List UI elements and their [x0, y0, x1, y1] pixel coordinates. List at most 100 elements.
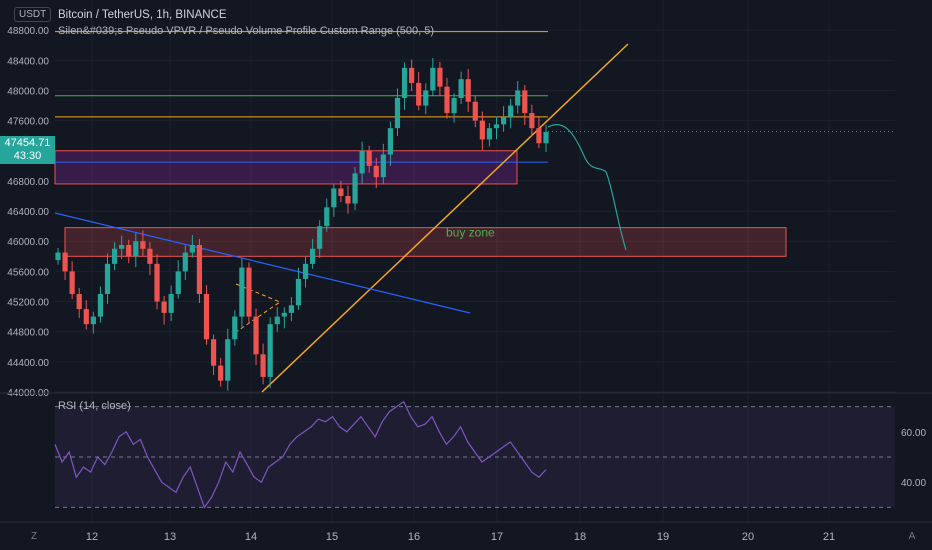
time-tick-label: 13: [164, 531, 176, 543]
candle-body: [140, 241, 146, 249]
horizontal-levels: [55, 31, 895, 163]
candle-body: [458, 79, 464, 98]
resistance-zone: [54, 150, 518, 185]
candle-body: [373, 165, 379, 178]
candle-body: [133, 241, 139, 257]
price-tick-label: 44400.00: [7, 358, 49, 369]
candle-body: [196, 245, 203, 294]
price-tick-label: 47600.00: [7, 117, 49, 128]
time-axis[interactable]: 12 13 14 15 16 17 18 19 20 21: [0, 521, 932, 543]
rsi-tick-label: 60.00: [901, 428, 926, 439]
candle-body: [451, 98, 457, 114]
candle-body: [90, 316, 96, 325]
candle-body: [210, 339, 217, 366]
candle-body: [274, 316, 280, 325]
candle-body: [366, 150, 372, 166]
buy-zone-label: buy zone: [446, 226, 495, 240]
candle-body: [416, 82, 422, 106]
candle-body: [500, 116, 507, 125]
time-tick-label: 19: [657, 531, 669, 543]
candle-body: [394, 98, 401, 129]
candle-body: [444, 86, 450, 114]
candle-body: [182, 252, 188, 272]
candle-body: [175, 271, 181, 294]
time-tick-label: 18: [574, 531, 586, 543]
candle-body: [338, 188, 344, 196]
price-tick-label: 46800.00: [7, 177, 49, 188]
candle-body: [479, 120, 485, 140]
candle-body: [430, 67, 436, 91]
zoom-toggle-button[interactable]: Z: [30, 531, 38, 542]
bar-countdown: 43:30: [13, 150, 42, 162]
candle-body: [359, 150, 365, 174]
candle-body: [302, 263, 309, 279]
candle-body: [423, 90, 429, 106]
candle-body: [493, 124, 500, 129]
forecast-curve: [547, 124, 627, 251]
candle-body: [161, 301, 167, 313]
candle-body: [281, 312, 287, 317]
candle-body: [168, 294, 174, 313]
candle-body: [522, 90, 528, 114]
candle-body: [465, 79, 471, 102]
time-tick-label: 14: [245, 531, 257, 543]
candle-body: [126, 245, 132, 257]
candle-body: [352, 173, 358, 204]
price-tick-label: 46400.00: [7, 207, 49, 218]
candle-body: [310, 248, 316, 264]
candle-body: [409, 67, 415, 83]
rsi-line: [54, 400, 547, 509]
candles: [55, 57, 549, 391]
indicator-legend[interactable]: Silen&#039;s Pseudo VPVR / Pseudo Volume…: [58, 25, 435, 37]
price-tick-label: 46000.00: [7, 237, 49, 248]
candle-body: [55, 252, 61, 261]
price-tick-label: 48800.00: [7, 26, 49, 37]
projection-path: [547, 124, 627, 251]
candle-body: [345, 196, 351, 204]
candle-body: [543, 131, 549, 144]
time-tick-label: 17: [491, 531, 503, 543]
candle-body: [401, 67, 408, 98]
price-axis[interactable]: 44000.0044400.0044800.0045200.0045600.00…: [7, 26, 49, 399]
candle-body: [260, 354, 266, 377]
candle-body: [147, 248, 153, 264]
candle-body: [203, 294, 210, 340]
candle-body: [246, 267, 252, 317]
time-tick-label: 21: [823, 531, 835, 543]
price-tick-label: 48000.00: [7, 86, 49, 97]
candle-body: [331, 188, 337, 208]
candle-body: [69, 271, 75, 294]
candle-body: [253, 316, 259, 355]
current-price-badge: 47454.71 43:30: [0, 136, 55, 164]
time-tick-label: 15: [326, 531, 338, 543]
rsi-legend[interactable]: RSI (14, close): [58, 400, 131, 412]
rsi-tick-label: 40.00: [901, 478, 926, 489]
candle-body: [324, 207, 330, 227]
candle-body: [472, 101, 478, 121]
candle-body: [515, 90, 521, 106]
candle-body: [239, 267, 245, 317]
candle-body: [317, 226, 323, 249]
candle-body: [189, 245, 195, 253]
candle-body: [218, 365, 224, 381]
candle-body: [83, 309, 89, 325]
descending-trendline: [54, 212, 471, 314]
candle-body: [380, 154, 386, 178]
grid-lines: [55, 0, 895, 522]
candle-body: [295, 278, 302, 306]
rsi-pane: 60.00 40.00: [0, 392, 932, 509]
candle-body: [529, 113, 535, 129]
candle-body: [97, 294, 104, 317]
symbol-title[interactable]: Bitcoin / TetherUS, 1h, BINANCE: [58, 9, 227, 21]
auto-scale-button[interactable]: A: [908, 531, 916, 542]
candle-body: [387, 128, 394, 155]
time-tick-label: 12: [86, 531, 98, 543]
candle-body: [154, 263, 160, 302]
candle-body: [111, 248, 118, 264]
candle-body: [76, 294, 82, 310]
candle-body: [119, 245, 125, 249]
candle-body: [267, 324, 273, 377]
currency-badge[interactable]: USDT: [14, 7, 52, 22]
candle-body: [232, 316, 238, 340]
